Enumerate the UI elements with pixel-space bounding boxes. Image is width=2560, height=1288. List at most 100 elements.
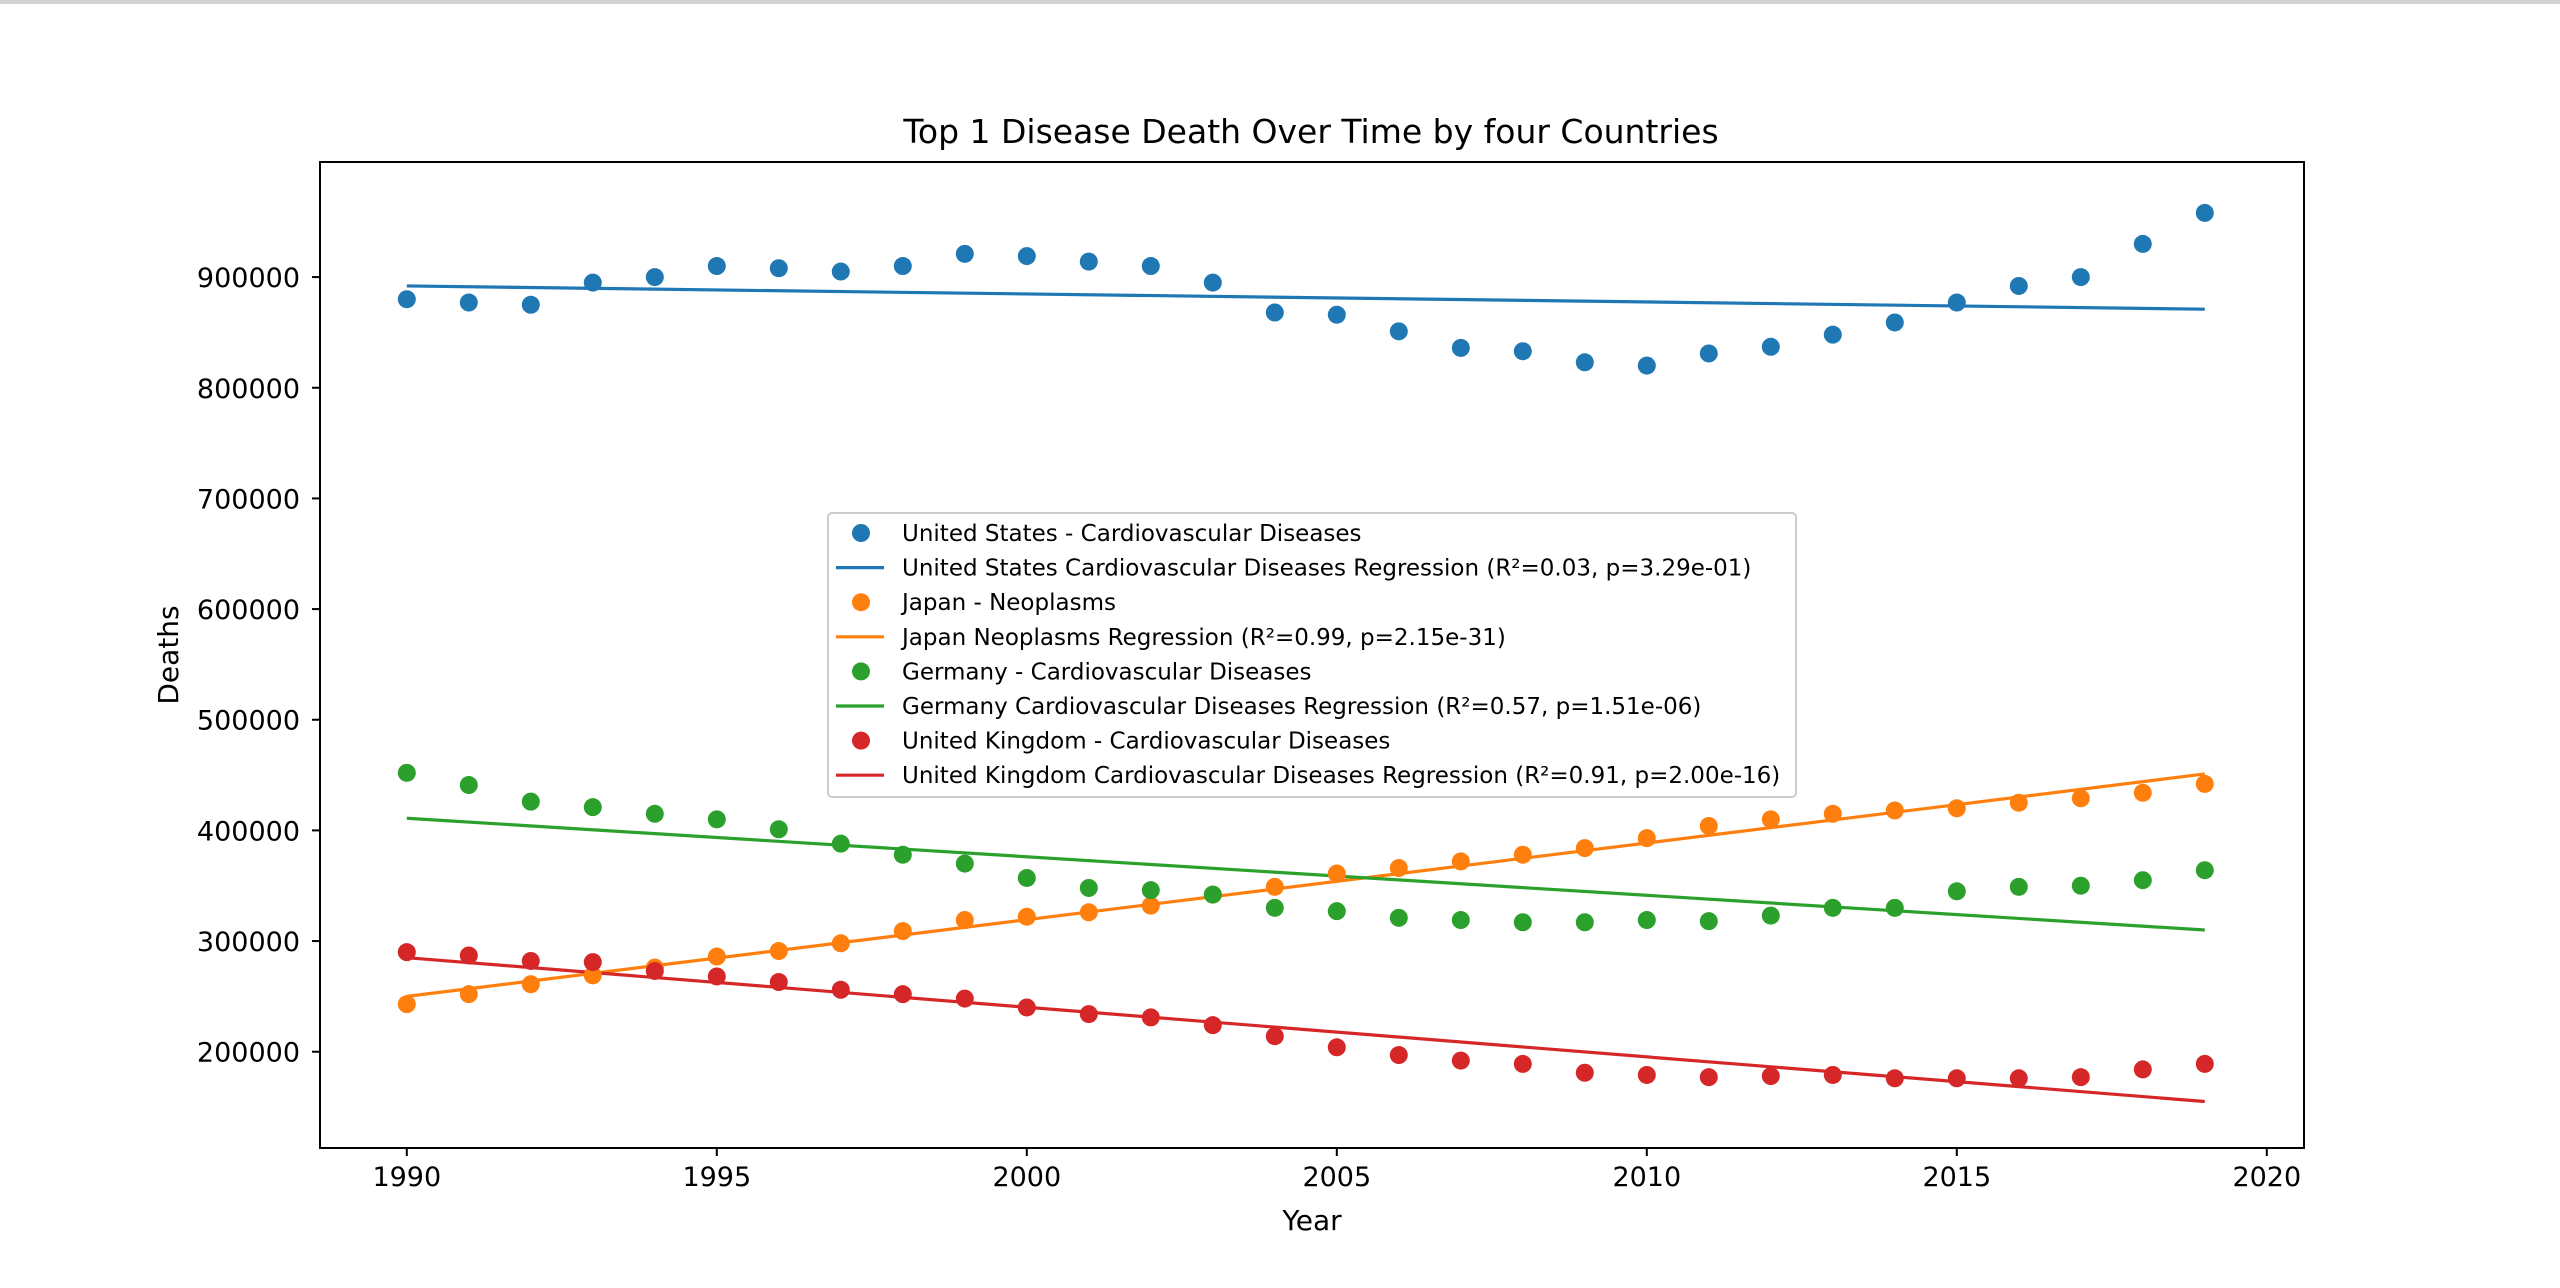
data-point [1265,303,1284,322]
legend-label: United Kingdom - Cardiovascular Diseases [902,729,1390,755]
x-tick-label: 1995 [682,1162,751,1193]
data-point [955,854,974,873]
legend-label: Japan - Neoplasms [900,590,1116,616]
data-point [2009,793,2028,812]
data-point [1451,1051,1470,1070]
y-tick-label: 200000 [197,1038,300,1069]
data-point [1947,882,1966,901]
legend-label: Japan Neoplasms Regression (R²=0.99, p=2… [900,625,1506,651]
regression-line [406,816,2205,932]
data-point [1699,344,1718,363]
data-point [1451,338,1470,357]
data-point [397,995,416,1014]
data-point [1327,864,1346,883]
data-point [2009,877,2028,896]
legend-label: Germany - Cardiovascular Diseases [902,659,1312,685]
data-point [1141,1008,1160,1027]
data-point [2133,871,2152,890]
legend-label: United States Cardiovascular Diseases Re… [902,556,1751,582]
data-point [1079,252,1098,271]
data-point [583,966,602,985]
data-point [1265,877,1284,896]
data-point [1513,845,1532,864]
x-axis-label: Year [1281,1204,1342,1237]
data-point [955,989,974,1008]
data-point [1947,799,1966,818]
legend-marker [852,593,870,612]
x-tick-label: 2020 [2232,1162,2301,1193]
y-tick-label: 700000 [197,484,300,515]
data-point [2009,276,2028,295]
x-tick-label: 2005 [1302,1162,1371,1193]
data-point [955,244,974,263]
legend-label: Germany Cardiovascular Diseases Regressi… [902,694,1701,720]
data-point [2071,268,2090,287]
data-point [707,947,726,966]
data-point [769,820,788,839]
data-point [707,967,726,986]
data-point [1947,293,1966,312]
data-point [955,911,974,930]
data-point [1575,839,1594,858]
data-point [1823,898,1842,917]
data-point [459,985,478,1004]
data-point [1823,1065,1842,1084]
data-point [583,953,602,972]
legend-box [827,512,1797,798]
data-point [1389,322,1408,341]
data-point [1203,885,1222,904]
data-point [831,980,850,999]
regression-line [406,956,2205,1104]
regression-line [406,772,2205,998]
data-point [1699,816,1718,835]
data-point [769,259,788,278]
data-point [521,295,540,314]
data-point [893,985,912,1004]
data-point [893,257,912,276]
legend-label: United States - Cardiovascular Diseases [902,521,1362,547]
data-point [831,834,850,853]
data-point [769,942,788,961]
data-point [1079,878,1098,897]
x-tick-label: 2015 [1922,1162,1991,1193]
legend-marker [852,524,870,542]
y-tick-label: 300000 [197,927,300,958]
data-point [521,792,540,811]
regression-line [406,284,2205,311]
data-point [1141,257,1160,276]
data-point [1761,1067,1780,1086]
data-point [1761,337,1780,356]
data-point [1823,804,1842,823]
data-point [769,973,788,992]
data-point [521,975,540,994]
data-point [1265,898,1284,917]
legend-marker [852,731,870,750]
data-point [707,810,726,829]
y-tick-label: 900000 [197,263,300,294]
data-point [1761,810,1780,829]
window-top-border [0,0,2560,4]
data-point [1017,868,1036,887]
data-point [2071,876,2090,895]
data-point [1079,1005,1098,1024]
data-point [645,804,664,823]
data-point [2195,203,2214,222]
data-point [1141,896,1160,915]
chart-title: Top 1 Disease Death Over Time by four Co… [902,112,1718,151]
data-point [1575,1063,1594,1082]
legend-marker [852,662,870,681]
data-point [1451,911,1470,930]
data-point [1699,912,1718,931]
data-point [1637,356,1656,375]
y-tick-label: 800000 [197,374,300,405]
y-axis-label: Deaths [152,605,185,704]
data-point [1327,902,1346,921]
data-point [831,262,850,281]
y-tick-label: 400000 [197,816,300,847]
data-point [2195,1054,2214,1073]
data-point [1885,1069,1904,1088]
data-point [1327,305,1346,324]
data-point [397,943,416,962]
y-tick-label: 500000 [197,706,300,737]
